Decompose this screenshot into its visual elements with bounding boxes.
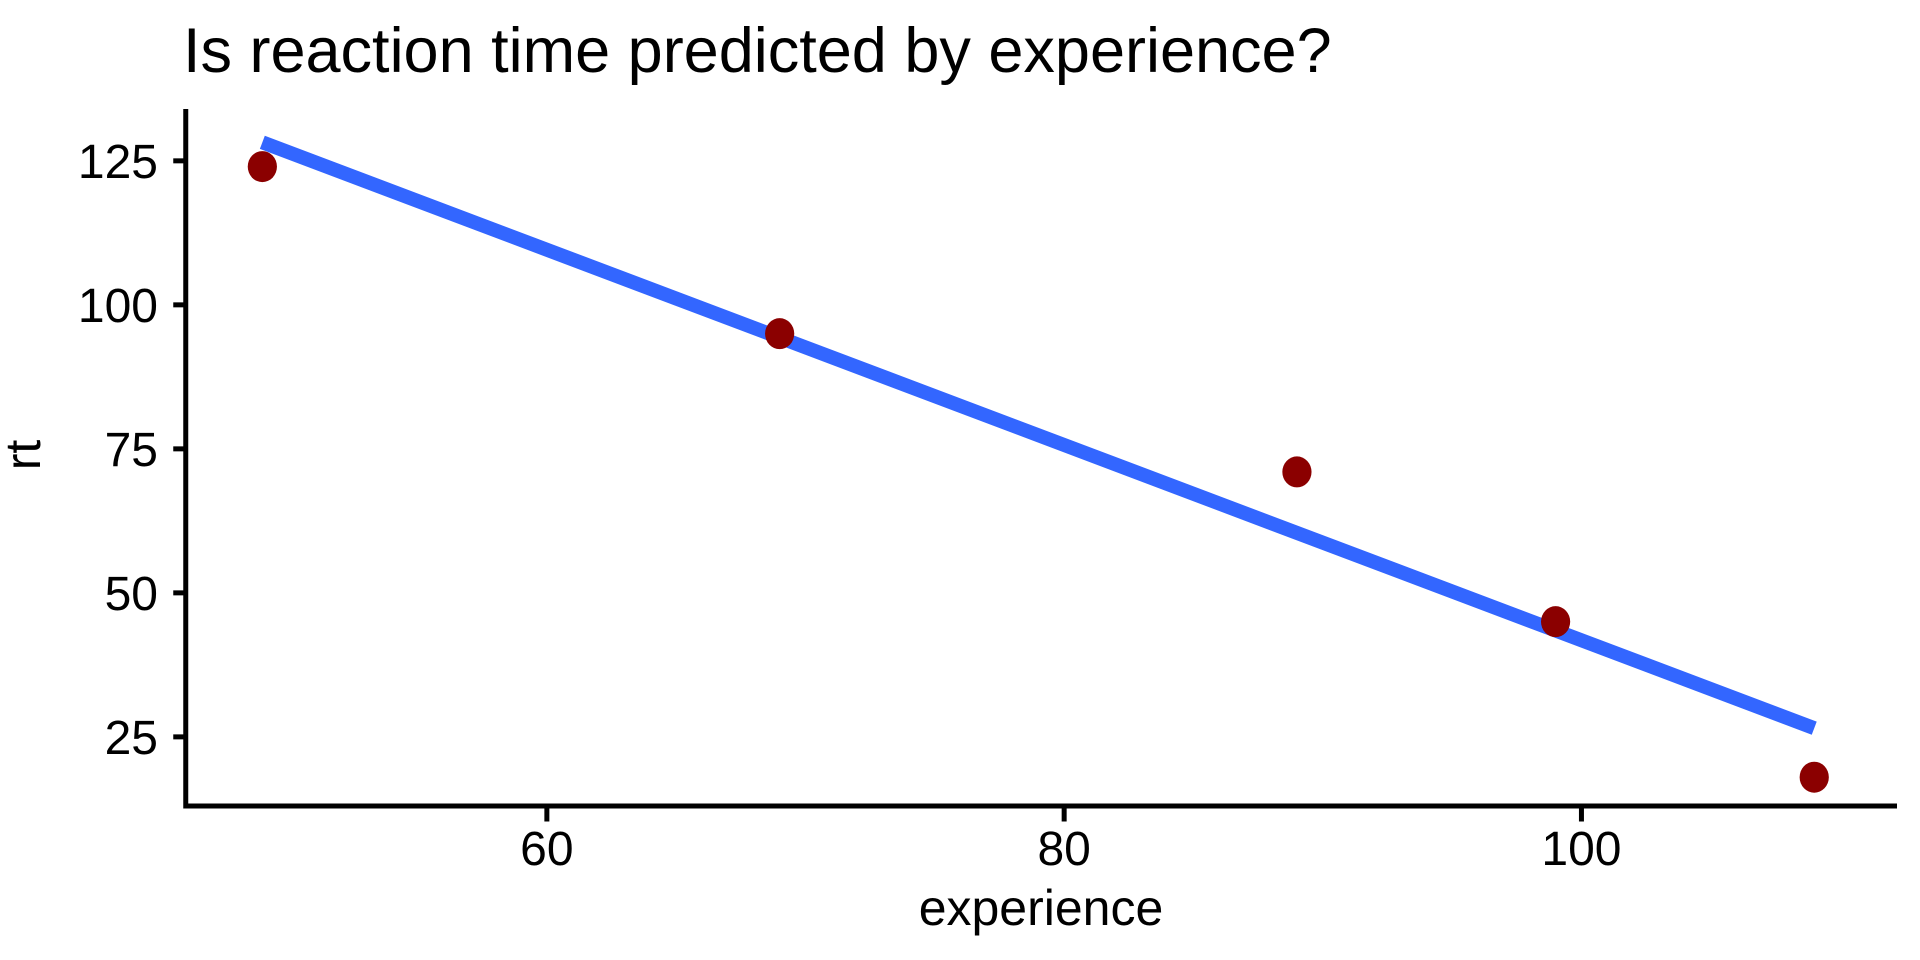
y-tick-label: 75 — [105, 424, 158, 477]
y-tick-label: 100 — [78, 280, 158, 333]
data-point — [1282, 456, 1312, 488]
y-tick-label: 25 — [105, 712, 158, 765]
data-point — [1799, 761, 1829, 793]
data-point — [1540, 606, 1571, 638]
x-axis-title: experience — [919, 880, 1164, 936]
regression-line-layer — [259, 135, 1817, 735]
data-points-layer — [247, 151, 1829, 793]
data-point — [765, 318, 795, 350]
x-tick-label: 100 — [1541, 823, 1621, 876]
y-axis-title: rt — [0, 440, 51, 471]
x-axis-ticks: 60 80 100 — [520, 808, 1621, 876]
axis-lines — [183, 109, 1897, 809]
y-axis-ticks: 25 50 75 100 125 — [78, 136, 187, 765]
x-tick-label: 60 — [520, 823, 573, 876]
chart-title: Is reaction time predicted by experience… — [183, 16, 1332, 86]
x-tick-label: 80 — [1037, 823, 1090, 876]
data-point — [247, 151, 277, 183]
y-tick-label: 125 — [78, 136, 158, 189]
regression-line — [259, 135, 1817, 735]
y-tick-label: 50 — [105, 568, 158, 621]
